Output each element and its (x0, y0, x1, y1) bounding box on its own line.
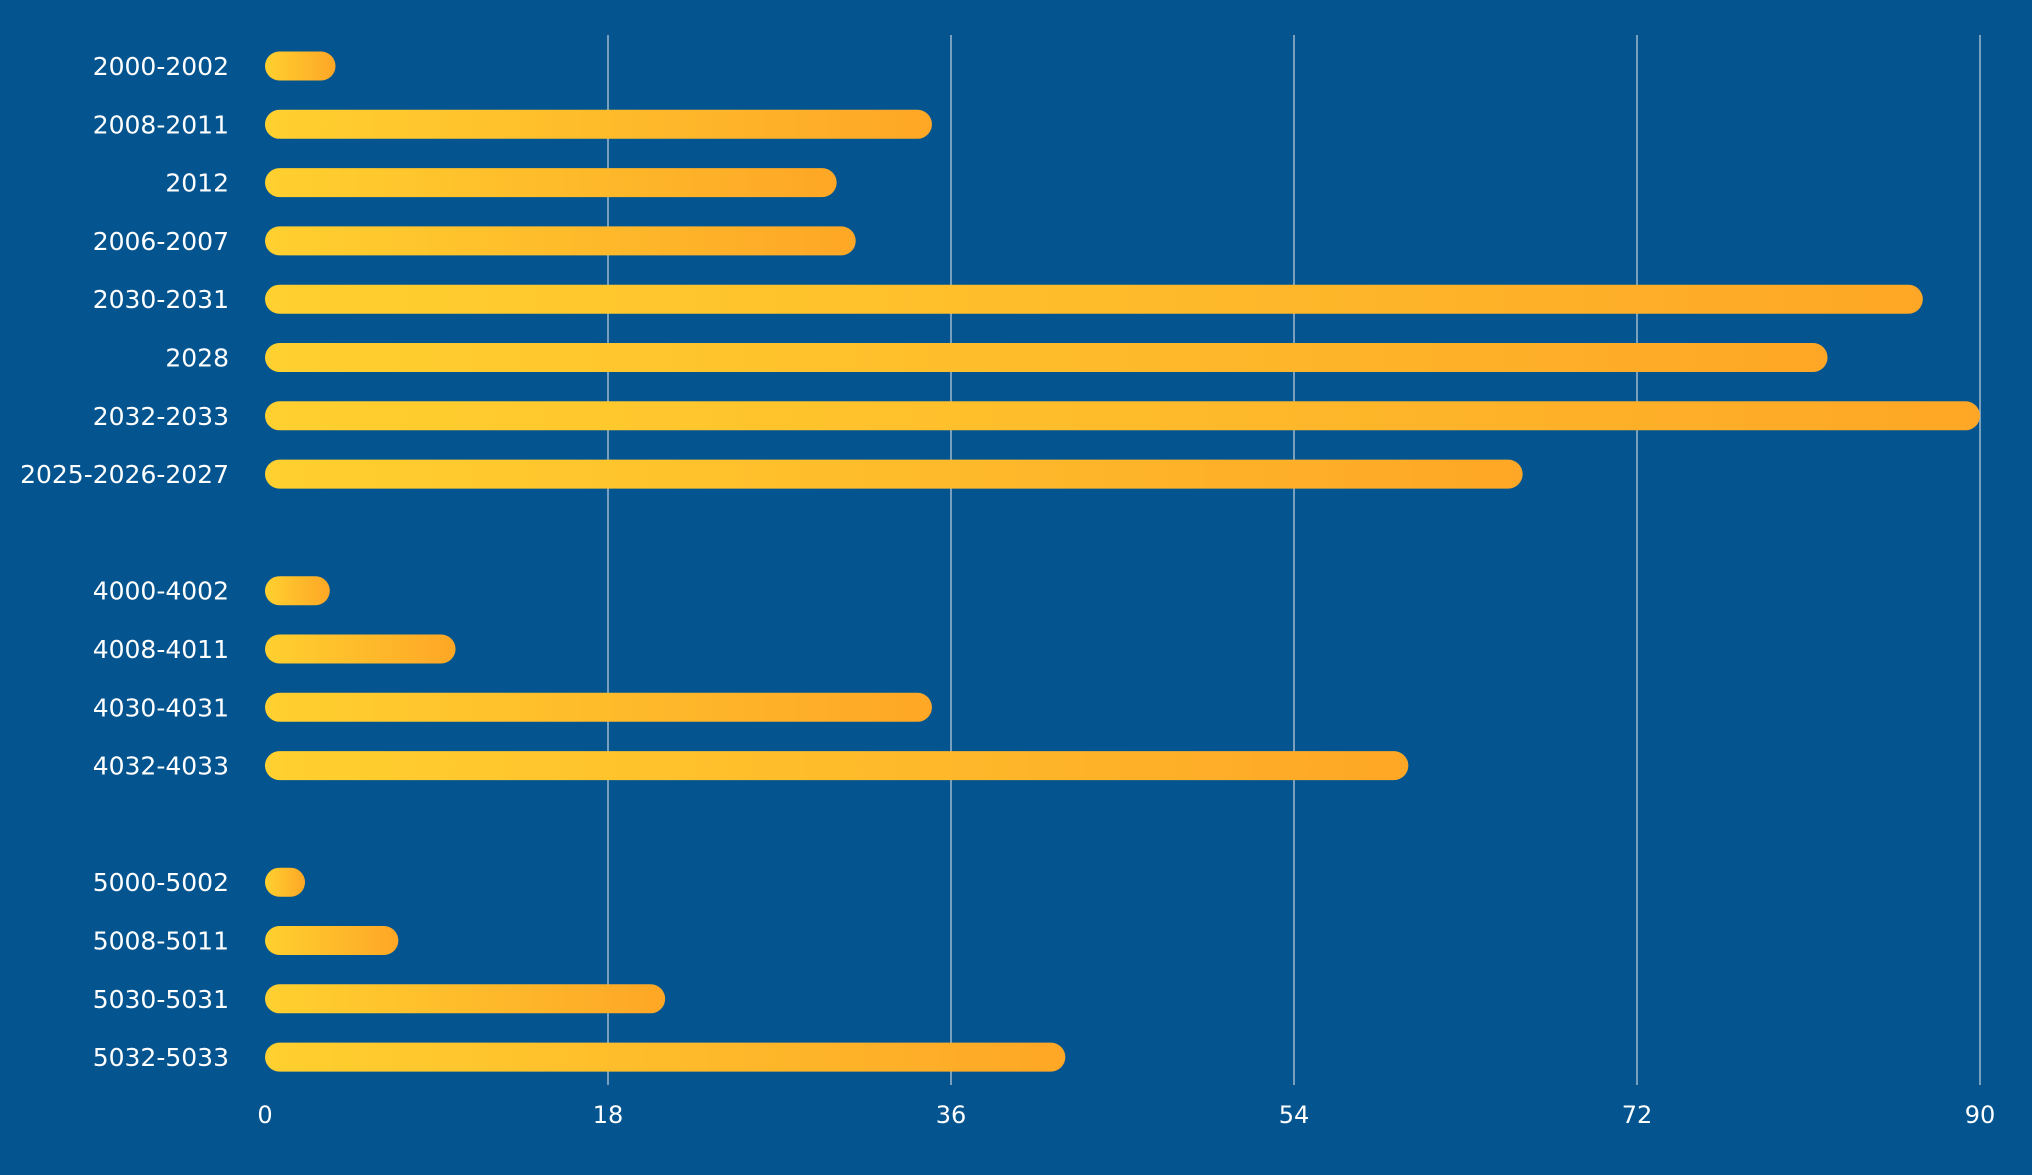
gridlines (607, 35, 1981, 1085)
category-label: 4000-4002 (93, 577, 229, 606)
bar (265, 1042, 1066, 1072)
category-label: 2012 (165, 169, 229, 198)
category-label: 5008-5011 (93, 927, 229, 956)
category-labels: 2000-2002 2008-2011 2012 2006-2007 2030-2031… (20, 52, 229, 1072)
category-label: 2028 (165, 344, 229, 373)
category-label: 5030-5031 (93, 985, 229, 1014)
category-label: 2006-2007 (93, 227, 229, 256)
category-label: 2025-2026-2027 (20, 460, 229, 489)
category-label: 2000-2002 (93, 52, 229, 81)
bar (265, 51, 336, 81)
bars (265, 51, 1980, 1072)
x-tick-label: 54 (1279, 1101, 1310, 1129)
category-label: 4032-4033 (93, 752, 229, 781)
bar (265, 168, 837, 198)
x-tick-label: 18 (593, 1101, 624, 1129)
x-tick-label: 0 (257, 1101, 272, 1129)
category-label: 5032-5033 (93, 1043, 229, 1072)
bar (265, 576, 330, 606)
bar (265, 692, 932, 722)
bar (265, 751, 1409, 781)
bar (265, 926, 399, 955)
bar (265, 401, 1980, 431)
bar (265, 284, 1923, 314)
x-axis-ticks: 0 18 36 54 72 90 (257, 1101, 1995, 1129)
x-tick-label: 72 (1622, 1101, 1653, 1129)
bar (265, 867, 306, 897)
x-tick-label: 90 (1965, 1101, 1996, 1129)
category-label: 4008-4011 (93, 635, 229, 664)
category-label: 2008-2011 (93, 110, 229, 139)
bar (265, 984, 666, 1014)
bar (265, 459, 1523, 489)
category-label: 2030-2031 (93, 285, 229, 314)
category-label: 4030-4031 (93, 693, 229, 722)
bar (265, 343, 1828, 372)
bar (265, 634, 456, 664)
category-label: 2032-2033 (93, 402, 229, 431)
bar (265, 109, 932, 139)
category-label: 5000-5002 (93, 868, 229, 897)
x-tick-label: 36 (936, 1101, 967, 1129)
bar (265, 226, 856, 256)
